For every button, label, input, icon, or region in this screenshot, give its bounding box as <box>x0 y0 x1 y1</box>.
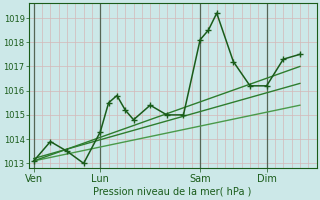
X-axis label: Pression niveau de la mer( hPa ): Pression niveau de la mer( hPa ) <box>93 187 252 197</box>
